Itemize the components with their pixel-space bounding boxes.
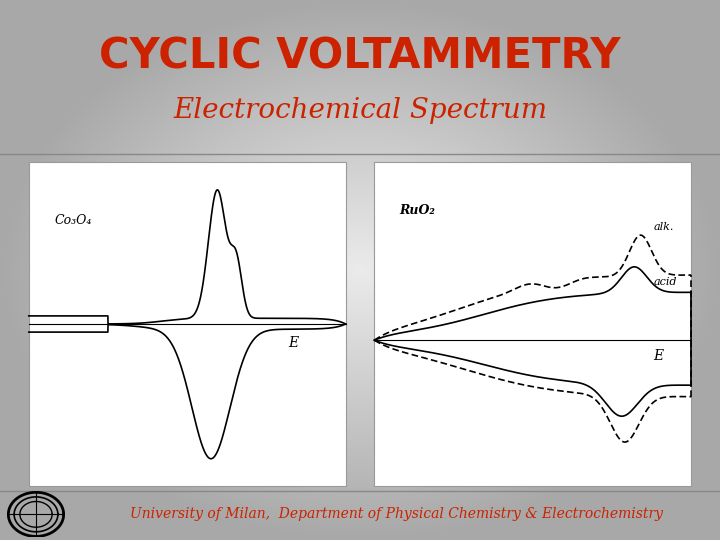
Text: E: E bbox=[653, 349, 663, 363]
Text: alk.: alk. bbox=[653, 222, 673, 232]
Text: Electrochemical Spectrum: Electrochemical Spectrum bbox=[173, 97, 547, 124]
Bar bbox=[374, 162, 691, 486]
Text: Co₃O₄: Co₃O₄ bbox=[54, 214, 91, 227]
Text: University of Milan,  Department of Physical Chemistry & Electrochemistry: University of Milan, Department of Physi… bbox=[130, 507, 662, 521]
Text: E: E bbox=[289, 336, 299, 350]
Text: acid: acid bbox=[653, 277, 677, 287]
Text: RuO₂: RuO₂ bbox=[400, 204, 436, 217]
Bar bbox=[29, 162, 346, 486]
Text: CYCLIC VOLTAMMETRY: CYCLIC VOLTAMMETRY bbox=[99, 36, 621, 78]
